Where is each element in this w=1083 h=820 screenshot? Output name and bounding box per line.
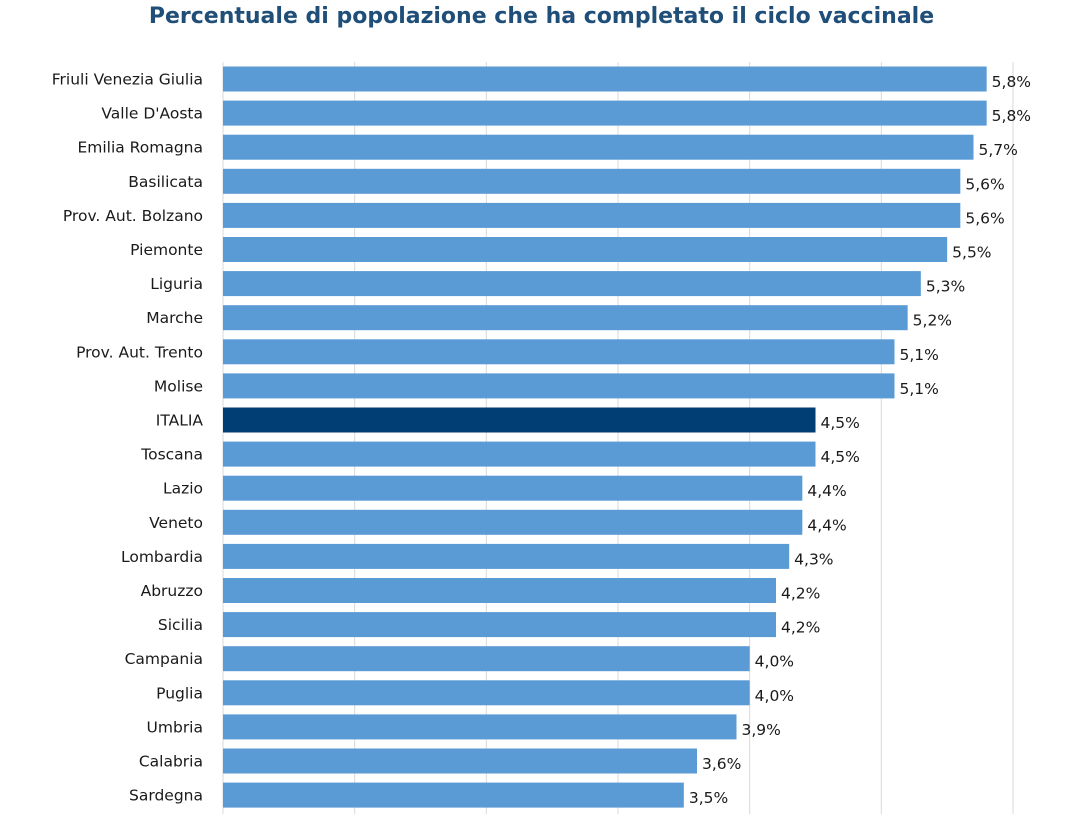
- bar-lombardia: [223, 543, 790, 569]
- category-label: Puglia: [156, 684, 203, 702]
- data-label: 5,6%: [965, 175, 1004, 193]
- data-label: 5,2%: [913, 312, 952, 330]
- data-label: 4,5%: [821, 414, 860, 432]
- bar-piemonte: [223, 237, 948, 262]
- bar-puglia: [223, 680, 750, 706]
- category-label: Umbria: [147, 718, 203, 736]
- bar-marche: [223, 305, 908, 331]
- category-label: Molise: [154, 377, 203, 395]
- data-label: 5,1%: [900, 380, 939, 398]
- data-label: 3,6%: [702, 755, 741, 773]
- category-label: Sicilia: [158, 616, 203, 634]
- category-label: Prov. Aut. Trento: [76, 343, 203, 361]
- bar-campania: [223, 646, 750, 672]
- bar-abruzzo: [223, 578, 776, 603]
- bar-calabria: [223, 748, 697, 774]
- category-label: Marche: [146, 309, 203, 327]
- data-label: 5,8%: [992, 107, 1031, 125]
- data-label: 5,6%: [965, 209, 1004, 227]
- category-label: Lazio: [163, 480, 203, 498]
- category-label: Abruzzo: [141, 582, 203, 600]
- data-label: 4,0%: [755, 687, 794, 705]
- bar-umbria: [223, 714, 737, 740]
- data-label: 4,3%: [794, 550, 833, 568]
- bar-liguria: [223, 271, 921, 297]
- category-label: Calabria: [139, 753, 203, 771]
- category-label: Liguria: [150, 275, 203, 293]
- category-label: Valle D'Aosta: [101, 105, 203, 123]
- data-label: 4,0%: [755, 653, 794, 671]
- bar-sardegna: [223, 782, 684, 808]
- bar-lazio: [223, 475, 803, 501]
- data-label: 3,5%: [689, 789, 728, 807]
- data-label: 4,2%: [781, 619, 820, 637]
- bar-prov-aut-trento: [223, 339, 895, 365]
- category-label: Lombardia: [121, 548, 203, 566]
- data-label: 4,2%: [781, 585, 820, 603]
- data-label: 5,8%: [992, 73, 1031, 91]
- category-label: ITALIA: [156, 412, 204, 430]
- data-label: 5,3%: [926, 278, 965, 296]
- bar-valle-d-aosta: [223, 100, 987, 126]
- data-label: 4,4%: [807, 482, 846, 500]
- data-label: 5,1%: [900, 346, 939, 364]
- chart-title: Percentuale di popolazione che ha comple…: [148, 4, 935, 29]
- category-label: Piemonte: [130, 241, 203, 259]
- category-label: Veneto: [149, 514, 203, 532]
- data-label: 4,4%: [807, 516, 846, 534]
- category-label: Campania: [125, 650, 203, 668]
- category-label: Prov. Aut. Bolzano: [63, 207, 203, 225]
- data-label: 5,7%: [979, 141, 1018, 159]
- labels: Friuli Venezia Giulia 5,8% Valle D'Aosta 5,…: [52, 71, 1031, 808]
- category-label: Sardegna: [129, 787, 203, 805]
- data-label: 3,9%: [742, 721, 781, 739]
- bar-sicilia: [223, 612, 776, 638]
- bars: [223, 66, 987, 808]
- category-label: Toscana: [140, 446, 203, 464]
- bar-friuli-venezia-giulia: [223, 66, 987, 92]
- bar-basilicata: [223, 168, 961, 194]
- bar-toscana: [223, 441, 816, 467]
- category-label: Emilia Romagna: [77, 139, 203, 157]
- bar-veneto: [223, 509, 803, 535]
- data-label: 4,5%: [821, 448, 860, 466]
- data-label: 5,5%: [952, 244, 991, 262]
- bar-prov-aut-bolzano: [223, 202, 961, 228]
- bar-molise: [223, 373, 895, 399]
- bar-italia: [223, 407, 816, 433]
- category-label: Basilicata: [128, 173, 203, 191]
- category-label: Friuli Venezia Giulia: [52, 71, 203, 89]
- bar-emilia-romagna: [223, 134, 974, 160]
